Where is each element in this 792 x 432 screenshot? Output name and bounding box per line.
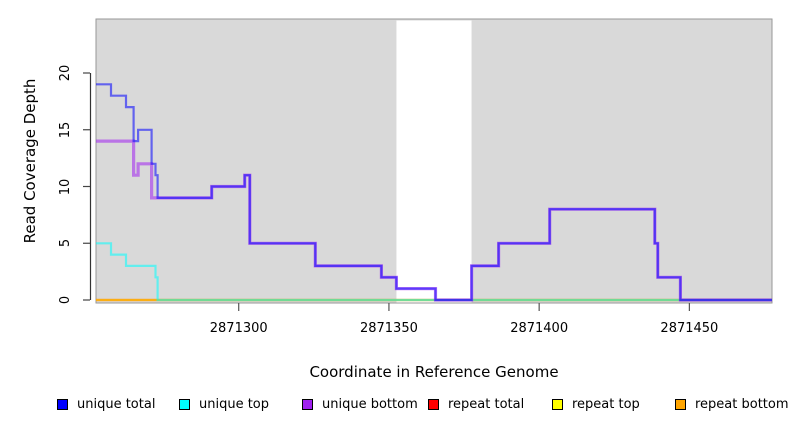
series-unique-total: [96, 83, 772, 302]
legend-item-repeat-top: repeat top: [552, 396, 640, 412]
legend-item-unique-bottom: unique bottom: [302, 396, 418, 412]
x-axis-title: Coordinate in Reference Genome: [309, 363, 559, 381]
x-tick-label: 2871350: [359, 321, 418, 336]
y-tick-label: 20: [58, 64, 73, 82]
legend-swatch: [302, 398, 313, 410]
legend-label: repeat top: [572, 396, 640, 412]
legend-swatch: [179, 398, 190, 410]
y-tick-label: 10: [58, 178, 73, 195]
y-tick-label: 15: [58, 121, 73, 139]
y-tick-label: 0: [58, 295, 73, 305]
legend-item-unique-total: unique total: [57, 396, 155, 412]
legend-item-unique-top: unique top: [179, 396, 269, 412]
x-tick-label: 2871400: [510, 321, 569, 336]
legend-item-repeat-bottom: repeat bottom: [675, 396, 789, 412]
x-tick-label: 2871450: [660, 321, 719, 336]
legend-swatch: [675, 398, 686, 410]
legend-swatch: [57, 398, 68, 410]
series-unique-top: [96, 242, 772, 302]
y-tick-label: 5: [58, 239, 73, 248]
legend-label: repeat total: [448, 396, 525, 412]
legend-label: repeat bottom: [695, 396, 789, 412]
legend-label: unique top: [199, 396, 270, 412]
legend-item-repeat-total: repeat total: [428, 396, 524, 412]
y-axis-title: Read Coverage Depth: [21, 78, 39, 244]
x-tick-label: 2871300: [209, 321, 268, 336]
legend-label: unique total: [77, 396, 156, 412]
legend-swatch: [428, 398, 439, 410]
legend-label: unique bottom: [322, 396, 418, 412]
legend-swatch: [552, 398, 563, 410]
gap-band: [396, 20, 472, 303]
